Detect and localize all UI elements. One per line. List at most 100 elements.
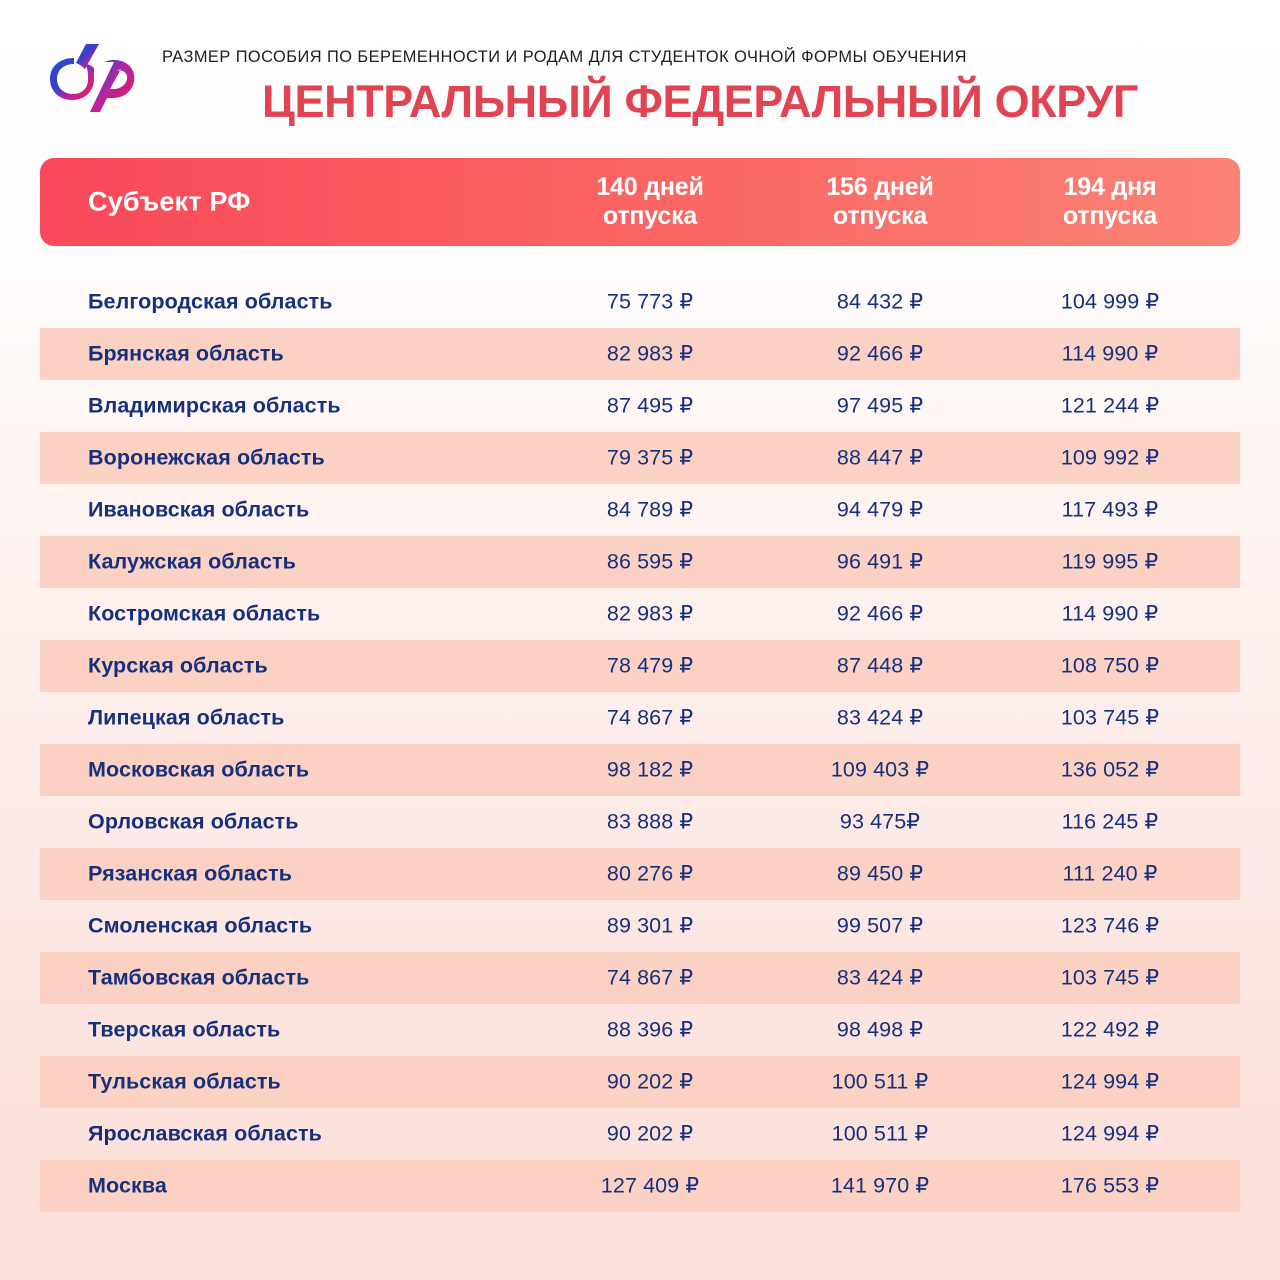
cell-d140: 82 983 ₽ bbox=[606, 341, 694, 366]
column-header-194-line1: 194 дня bbox=[1063, 173, 1157, 201]
cell-d140: 89 301 ₽ bbox=[606, 913, 694, 938]
cell-d140: 90 202 ₽ bbox=[606, 1121, 694, 1146]
cell-d194: 123 746 ₽ bbox=[1060, 913, 1160, 938]
cell-d194: 104 999 ₽ bbox=[1060, 289, 1160, 314]
cell-d156: 92 466 ₽ bbox=[836, 341, 924, 366]
cell-subject: Тверская область bbox=[88, 1017, 281, 1042]
cell-d140: 83 888 ₽ bbox=[606, 809, 694, 834]
cell-d140: 98 182 ₽ bbox=[606, 757, 694, 782]
cell-d156: 93 475₽ bbox=[839, 809, 921, 834]
table-row: Московская область 98 182 ₽ 109 403 ₽ 136 0… bbox=[40, 744, 1240, 796]
cell-d140: 80 276 ₽ bbox=[606, 861, 694, 886]
column-header-156-days: 156 дней отпуска bbox=[770, 173, 990, 231]
cell-subject: Рязанская область bbox=[88, 861, 293, 886]
cell-d140: 82 983 ₽ bbox=[606, 601, 694, 626]
cell-subject: Курская область bbox=[88, 653, 268, 678]
table-row: Смоленская область 89 301 ₽ 99 507 ₽ 123 74… bbox=[40, 900, 1240, 952]
cell-d140: 88 396 ₽ bbox=[606, 1017, 694, 1042]
table-row: Костромская область 82 983 ₽ 92 466 ₽ 114 9… bbox=[40, 588, 1240, 640]
cell-subject: Костромская область bbox=[88, 601, 321, 626]
cell-d140: 84 789 ₽ bbox=[606, 497, 694, 522]
column-header-140-line1: 140 дней bbox=[596, 173, 704, 201]
cell-d194: 103 745 ₽ bbox=[1060, 965, 1160, 990]
cell-d194: 121 244 ₽ bbox=[1060, 393, 1160, 418]
column-header-140-days: 140 дней отпуска bbox=[540, 173, 760, 231]
cell-d194: 114 990 ₽ bbox=[1061, 341, 1159, 366]
table-row: Москва 127 409 ₽ 141 970 ₽ 176 553 ₽ bbox=[40, 1160, 1240, 1212]
table-row: Липецкая область 74 867 ₽ 83 424 ₽ 103 745 … bbox=[40, 692, 1240, 744]
cell-d194: 176 553 ₽ bbox=[1060, 1173, 1160, 1198]
table-body: Белгородская область 75 773 ₽ 84 432 ₽ 104 … bbox=[40, 276, 1240, 1212]
cell-d194: 103 745 ₽ bbox=[1060, 705, 1160, 730]
cell-d194: 119 995 ₽ bbox=[1061, 549, 1159, 574]
cell-d156: 97 495 ₽ bbox=[836, 393, 924, 418]
table-row: Калужская область 86 595 ₽ 96 491 ₽ 119 995… bbox=[40, 536, 1240, 588]
column-header-194-line2: отпуска bbox=[1062, 202, 1158, 230]
table-row: Ярославская область 90 202 ₽ 100 511 ₽ 124 … bbox=[40, 1108, 1240, 1160]
cell-d194: 122 492 ₽ bbox=[1060, 1017, 1160, 1042]
cell-subject: Липецкая область bbox=[88, 705, 285, 730]
table-row: Владимирская область 87 495 ₽ 97 495 ₽ 121 … bbox=[40, 380, 1240, 432]
cell-d156: 84 432 ₽ bbox=[836, 289, 924, 314]
cell-d156: 99 507 ₽ bbox=[836, 913, 924, 938]
cell-d194: 114 990 ₽ bbox=[1061, 601, 1159, 626]
cell-subject: Ивановская область bbox=[88, 497, 310, 522]
cell-d194: 116 245 ₽ bbox=[1061, 809, 1159, 834]
cell-d156: 100 511 ₽ bbox=[831, 1121, 929, 1146]
column-header-140-line2: отпуска bbox=[602, 202, 698, 230]
cell-subject: Ярославская область bbox=[88, 1121, 322, 1146]
header-text-block: РАЗМЕР ПОСОБИЯ ПО БЕРЕМЕННОСТИ И РОДАМ Д… bbox=[160, 0, 1240, 150]
cell-d194: 111 240 ₽ bbox=[1062, 861, 1158, 886]
column-header-156-line1: 156 дней bbox=[826, 173, 934, 201]
cell-d140: 78 479 ₽ bbox=[606, 653, 694, 678]
table-row: Тверская область 88 396 ₽ 98 498 ₽ 122 492 … bbox=[40, 1004, 1240, 1056]
cell-d156: 87 448 ₽ bbox=[836, 653, 924, 678]
cell-subject: Брянская область bbox=[88, 341, 284, 366]
table-header-row: Субъект РФ 140 дней отпуска 156 дней отп… bbox=[40, 158, 1240, 246]
cell-d140: 90 202 ₽ bbox=[606, 1069, 694, 1094]
benefits-table: Субъект РФ 140 дней отпуска 156 дней отп… bbox=[40, 158, 1240, 1212]
cell-d140: 79 375 ₽ bbox=[606, 445, 694, 470]
page-title: ЦЕНТРАЛЬНЫЙ ФЕДЕРАЛЬНЫЙ ОКРУГ bbox=[261, 76, 1138, 127]
cell-d194: 136 052 ₽ bbox=[1060, 757, 1160, 782]
cell-subject: Московская область bbox=[88, 757, 310, 782]
cell-d156: 88 447 ₽ bbox=[836, 445, 924, 470]
cell-subject: Москва bbox=[88, 1173, 167, 1198]
cell-d140: 74 867 ₽ bbox=[606, 705, 694, 730]
table-row: Ивановская область 84 789 ₽ 94 479 ₽ 117 49… bbox=[40, 484, 1240, 536]
cell-d156: 89 450 ₽ bbox=[836, 861, 924, 886]
cell-d140: 127 409 ₽ bbox=[600, 1173, 700, 1198]
table-row: Рязанская область 80 276 ₽ 89 450 ₽ 111 240… bbox=[40, 848, 1240, 900]
column-header-156-line2: отпуска bbox=[832, 202, 928, 230]
cell-d194: 124 994 ₽ bbox=[1060, 1069, 1160, 1094]
cell-d140: 74 867 ₽ bbox=[606, 965, 694, 990]
cell-d194: 109 992 ₽ bbox=[1060, 445, 1160, 470]
cell-subject: Воронежская область bbox=[88, 445, 325, 470]
cell-d194: 108 750 ₽ bbox=[1060, 653, 1160, 678]
column-header-subject: Субъект РФ bbox=[88, 186, 251, 217]
page-header: РАЗМЕР ПОСОБИЯ ПО БЕРЕМЕННОСТИ И РОДАМ Д… bbox=[0, 0, 1280, 150]
cell-d194: 117 493 ₽ bbox=[1061, 497, 1159, 522]
cell-subject: Тульская область bbox=[88, 1069, 281, 1094]
table-row: Орловская область 83 888 ₽ 93 475₽ 116 245 … bbox=[40, 796, 1240, 848]
cell-d156: 109 403 ₽ bbox=[830, 757, 930, 782]
cell-d156: 92 466 ₽ bbox=[836, 601, 924, 626]
cell-subject: Смоленская область bbox=[88, 913, 313, 938]
cell-d156: 100 511 ₽ bbox=[831, 1069, 929, 1094]
cell-subject: Белгородская область bbox=[88, 289, 333, 314]
cell-subject: Калужская область bbox=[88, 549, 296, 574]
table-row: Курская область 78 479 ₽ 87 448 ₽ 108 750 ₽ bbox=[40, 640, 1240, 692]
cell-subject: Орловская область bbox=[88, 809, 299, 834]
cell-d156: 96 491 ₽ bbox=[836, 549, 924, 574]
cell-d140: 87 495 ₽ bbox=[606, 393, 694, 418]
cell-d194: 124 994 ₽ bbox=[1060, 1121, 1160, 1146]
table-row: Тульская область 90 202 ₽ 100 511 ₽ 124 994… bbox=[40, 1056, 1240, 1108]
cell-d156: 83 424 ₽ bbox=[836, 705, 924, 730]
table-row: Брянская область 82 983 ₽ 92 466 ₽ 114 990 … bbox=[40, 328, 1240, 380]
page-subtitle: РАЗМЕР ПОСОБИЯ ПО БЕРЕМЕННОСТИ И РОДАМ Д… bbox=[162, 48, 967, 66]
cell-d156: 83 424 ₽ bbox=[836, 965, 924, 990]
cell-d156: 98 498 ₽ bbox=[836, 1017, 924, 1042]
table-row: Тамбовская область 74 867 ₽ 83 424 ₽ 103 74… bbox=[40, 952, 1240, 1004]
cell-d140: 75 773 ₽ bbox=[606, 289, 694, 314]
